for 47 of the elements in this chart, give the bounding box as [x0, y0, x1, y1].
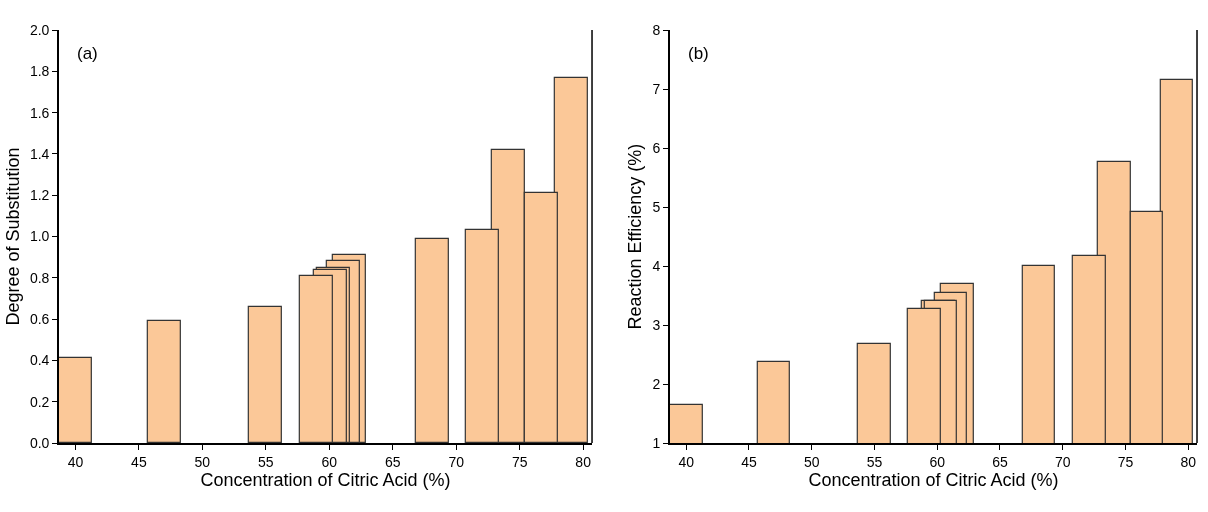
bar	[247, 305, 282, 444]
x-tick-label: 55	[258, 453, 274, 470]
x-tick-label: 45	[741, 453, 757, 470]
x-tick-label: 60	[321, 453, 338, 470]
x-tick-label: 80	[1180, 453, 1197, 470]
x-axis-title: Concentration of Citric Acid (%)	[200, 469, 451, 490]
bar	[146, 319, 181, 444]
y-tick-label: 1.6	[29, 104, 50, 121]
y-tick-label: 2.0	[29, 21, 50, 38]
x-tick-label: 60	[929, 453, 946, 470]
x-tick-label: 55	[866, 453, 883, 470]
x-tick-label: 70	[448, 453, 465, 470]
y-tick-label: 5	[652, 198, 661, 215]
y-tick-label: 4	[652, 257, 661, 274]
y-tick-label: 7	[652, 80, 661, 97]
y-tick-label: 1.2	[29, 187, 50, 204]
x-tick-label: 65	[384, 453, 401, 470]
y-tick-label: 3	[652, 316, 661, 333]
y-tick-label: 1	[652, 435, 661, 452]
x-tick-label: 50	[803, 453, 820, 470]
x-tick-label: 50	[194, 453, 211, 470]
annotation: (b)	[688, 44, 709, 63]
y-tick-label: 0.6	[29, 311, 50, 328]
y-tick-label: 0.8	[29, 269, 50, 286]
x-tick-label: 65	[992, 453, 1008, 470]
bar	[414, 237, 449, 444]
y-tick-label: 1.8	[29, 63, 50, 80]
y-axis-title: Reaction Efficiency (%)	[625, 143, 646, 330]
x-tick-label: 45	[131, 453, 147, 470]
x-tick-label: 75	[1117, 453, 1134, 470]
bar	[58, 356, 92, 444]
y-tick-label: 1.4	[29, 145, 50, 162]
x-tick-label: 40	[67, 453, 84, 470]
y-tick-label: 0.2	[29, 393, 50, 410]
x-tick-label: 70	[1054, 453, 1071, 470]
y-tick-label: 0.0	[29, 435, 50, 452]
x-tick-label: 75	[511, 453, 528, 470]
annotation: (a)	[77, 44, 98, 63]
y-tick-label: 6	[652, 139, 661, 156]
y-axis-title: Degree of Substitution	[2, 147, 23, 326]
x-axis-title: Concentration of Citric Acid (%)	[808, 469, 1059, 490]
y-tick-label: 1.0	[29, 228, 50, 245]
x-tick-label: 40	[678, 453, 695, 470]
y-tick-label: 8	[652, 21, 661, 38]
y-tick-label: 0.4	[29, 352, 50, 369]
y-tick-label: 2	[652, 376, 661, 392]
x-tick-label: 80	[575, 453, 592, 470]
